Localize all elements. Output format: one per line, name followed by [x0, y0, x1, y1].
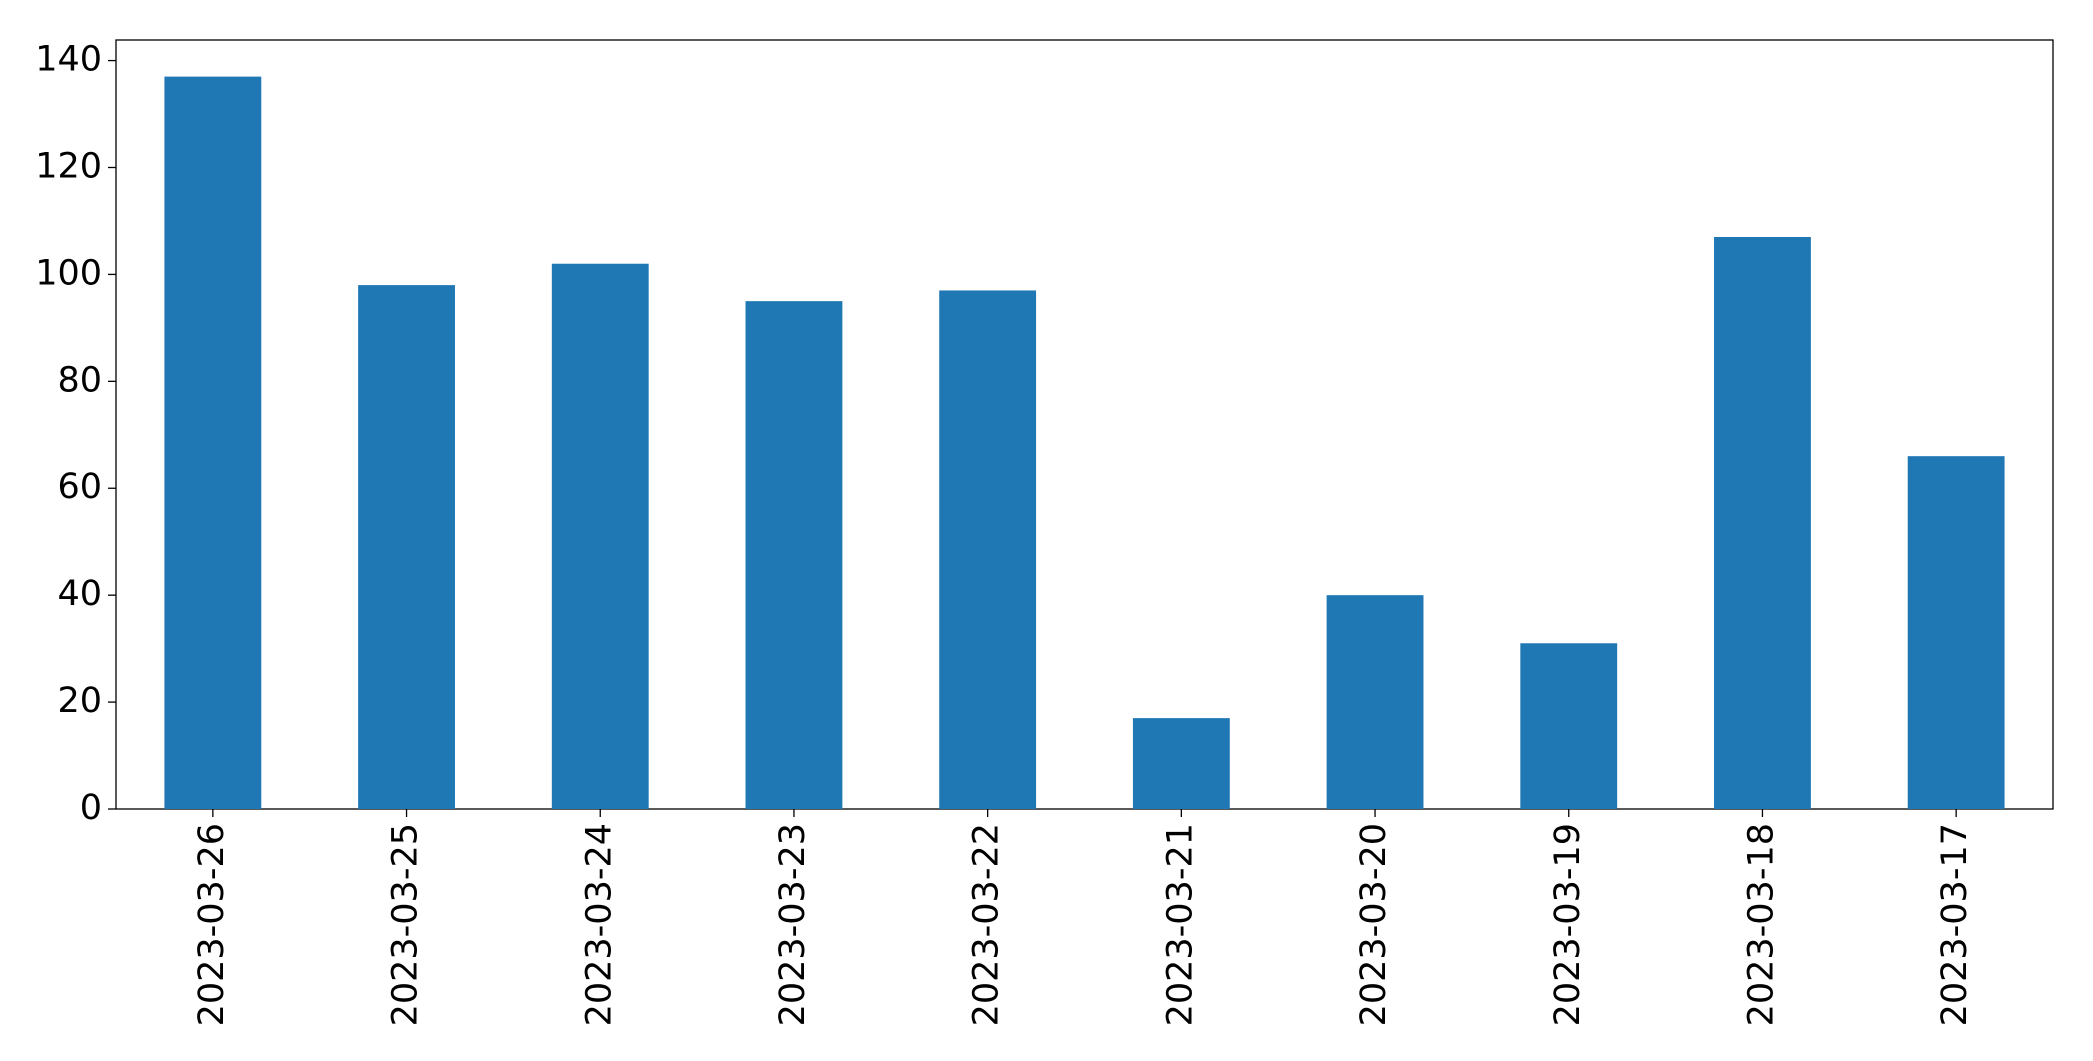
bar — [745, 301, 843, 809]
bar — [1907, 456, 2005, 809]
y-tick-label: 0 — [80, 788, 102, 828]
x-tick-label: 2023-03-24 — [579, 823, 619, 1026]
x-tick-label: 2023-03-21 — [1160, 823, 1200, 1026]
x-tick-label: 2023-03-20 — [1354, 823, 1394, 1026]
x-tick-label: 2023-03-23 — [773, 823, 813, 1026]
x-tick-label: 2023-03-18 — [1741, 823, 1781, 1026]
x-tick-label: 2023-03-25 — [386, 823, 426, 1026]
y-tick-label: 80 — [57, 360, 102, 400]
y-tick-label: 100 — [35, 253, 102, 293]
x-tick-label: 2023-03-22 — [967, 823, 1007, 1026]
bar — [1714, 236, 1811, 809]
y-tick-label: 120 — [35, 146, 102, 186]
x-tick-label: 2023-03-26 — [192, 823, 232, 1026]
bar — [939, 290, 1037, 810]
bar — [1326, 595, 1424, 809]
x-tick-label: 2023-03-17 — [1935, 823, 1975, 1026]
bar — [551, 263, 649, 810]
y-tick-label: 20 — [57, 681, 102, 721]
plot-frame — [115, 39, 2054, 810]
bar — [1520, 643, 1618, 809]
y-tick-label: 60 — [57, 467, 102, 507]
y-tick-label: 140 — [35, 40, 102, 80]
y-tick-label: 40 — [57, 574, 102, 614]
x-tick-label: 2023-03-19 — [1548, 823, 1588, 1026]
bar — [358, 285, 455, 809]
bar — [1132, 718, 1230, 809]
bar — [164, 76, 262, 810]
